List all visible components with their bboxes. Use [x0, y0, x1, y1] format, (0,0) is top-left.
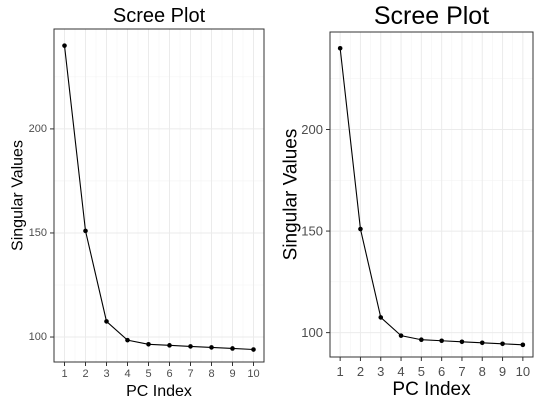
x-tick-label: 9 — [229, 368, 235, 380]
data-point — [188, 344, 193, 349]
series-line — [63, 45, 254, 351]
scree-plot-panel-2: 100 150 200 1 2 3 4 5 6 7 8 9 10 Scree Plot PC Index Si… — [281, 2, 534, 400]
data-point — [62, 43, 67, 48]
x-axis-title: PC Index — [392, 379, 471, 400]
x-tick-label: 5 — [145, 368, 151, 380]
y-tick-label: 150 — [301, 224, 323, 239]
x-tick-label: 2 — [82, 368, 88, 380]
x-tick-label: 9 — [499, 364, 506, 379]
data-point — [398, 333, 404, 338]
x-tick-label: 7 — [187, 368, 193, 380]
x-tick-label: 6 — [166, 368, 172, 380]
x-tick-label: 1 — [61, 368, 67, 380]
x-tick-label: 5 — [418, 364, 425, 379]
chart-title: Scree Plot — [113, 5, 206, 27]
data-point — [439, 338, 444, 344]
x-tick-label: 1 — [337, 364, 344, 379]
x-tick-label: 3 — [103, 368, 109, 380]
data-point — [146, 342, 151, 347]
data-point — [209, 345, 214, 350]
data-point — [251, 347, 256, 352]
y-tick-label: 100 — [301, 325, 323, 340]
y-tick-label: 150 — [29, 227, 47, 239]
data-point — [500, 341, 505, 347]
data-point — [104, 319, 109, 324]
series-line — [339, 48, 523, 346]
data-point — [459, 339, 465, 345]
x-tick-label: 8 — [208, 368, 214, 380]
y-tick-label: 200 — [301, 122, 323, 137]
x-tick-label: 7 — [458, 364, 465, 379]
x-axis-title: PC Index — [126, 383, 192, 400]
x-tick-label: 4 — [397, 364, 404, 379]
data-point — [520, 342, 526, 348]
y-tick-label: 100 — [29, 331, 47, 343]
x-tick-label: 2 — [357, 364, 364, 379]
x-tick-label: 8 — [479, 364, 486, 379]
x-tick-label: 3 — [377, 364, 384, 379]
panel-border — [53, 28, 265, 363]
chart-title: Scree Plot — [374, 2, 489, 30]
data-point — [230, 346, 235, 351]
data-point — [419, 337, 424, 343]
x-tick-label: 10 — [247, 368, 259, 380]
scree-plot-panel-1: 100 150 200 1 2 3 4 5 6 7 8 9 10 Scree Plot PC Index Si… — [10, 5, 265, 400]
panel-border — [329, 31, 534, 358]
data-point — [167, 343, 172, 348]
y-axis-title: Singular Values — [10, 140, 27, 251]
data-point — [378, 315, 384, 320]
data-point — [479, 340, 485, 346]
data-point — [337, 45, 343, 51]
x-tick-label: 6 — [438, 364, 445, 379]
data-point — [83, 228, 88, 234]
data-point — [125, 337, 130, 343]
y-axis-title: Singular Values — [281, 129, 302, 261]
y-tick-label: 200 — [29, 123, 47, 135]
data-point — [358, 226, 363, 232]
x-tick-label: 4 — [124, 368, 130, 380]
x-tick-label: 10 — [516, 364, 530, 379]
